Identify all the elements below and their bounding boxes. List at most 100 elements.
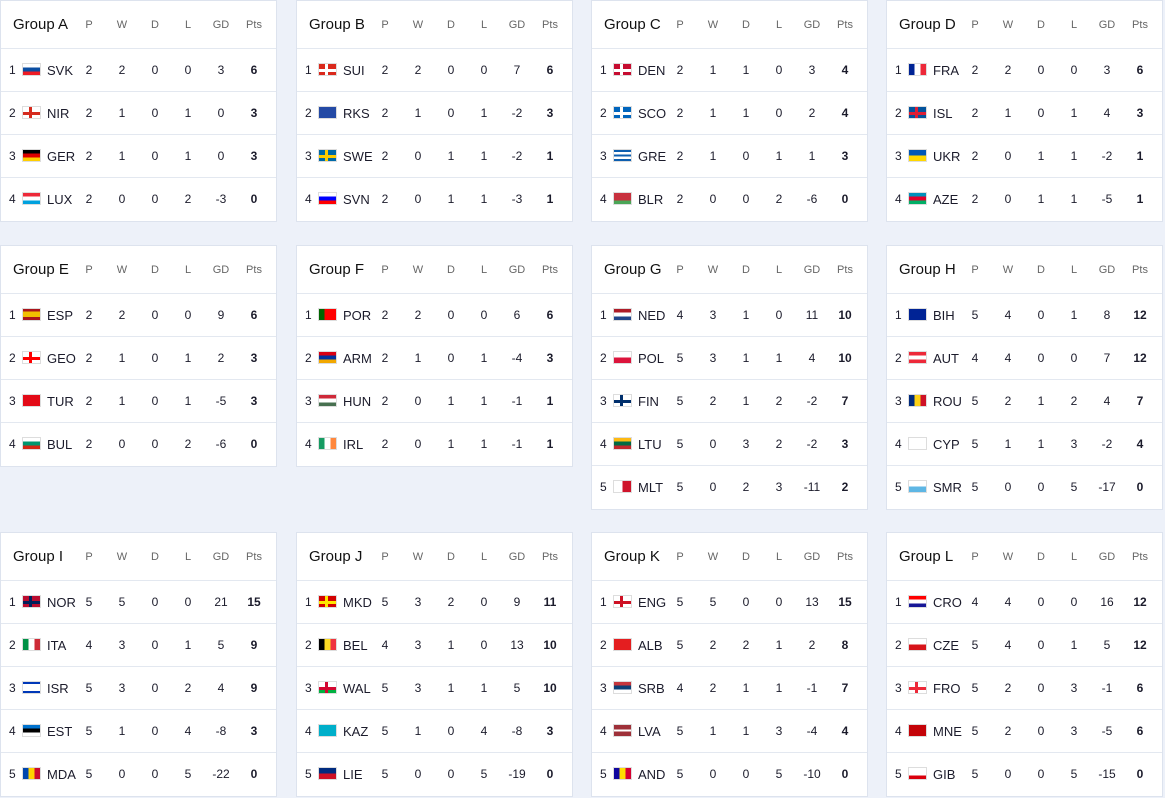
team-name[interactable]: ROU: [933, 394, 962, 409]
column-header[interactable]: P: [381, 263, 389, 276]
table-row[interactable]: 1 BIH 5 4 0 1 8 12: [887, 294, 1162, 337]
team-name[interactable]: RKS: [343, 106, 370, 121]
table-row[interactable]: 3 HUN 2 0 1 1 -1 1: [297, 380, 572, 423]
column-header[interactable]: D: [742, 18, 750, 31]
team-name[interactable]: POL: [638, 351, 665, 366]
team-name[interactable]: ESP: [47, 308, 74, 323]
team-name[interactable]: SWE: [343, 149, 373, 164]
table-row[interactable]: 4 EST 5 1 0 4 -8 3: [1, 710, 276, 753]
team-name[interactable]: ALB: [638, 638, 663, 653]
column-header[interactable]: W: [116, 550, 128, 563]
table-row[interactable]: 2 POL 5 3 1 1 4 10: [592, 337, 867, 380]
column-header[interactable]: P: [676, 263, 684, 276]
table-row[interactable]: 5 AND 5 0 0 5 -10 0: [592, 753, 867, 796]
column-header[interactable]: L: [775, 263, 783, 276]
table-row[interactable]: 3 GER 2 1 0 1 0 3: [1, 135, 276, 178]
column-header[interactable]: W: [116, 263, 128, 276]
team-name[interactable]: BUL: [47, 437, 73, 452]
team-name[interactable]: ISR: [47, 681, 69, 696]
column-header[interactable]: GD: [1098, 263, 1116, 276]
column-header[interactable]: P: [85, 263, 93, 276]
column-header[interactable]: L: [480, 550, 488, 563]
team-name[interactable]: GEO: [47, 351, 76, 366]
table-row[interactable]: 4 MNE 5 2 0 3 -5 6: [887, 710, 1162, 753]
team-name[interactable]: BLR: [638, 192, 664, 207]
team-name[interactable]: FRA: [933, 63, 959, 78]
column-header[interactable]: L: [775, 550, 783, 563]
table-row[interactable]: 3 ROU 5 2 1 2 4 7: [887, 380, 1162, 423]
column-header[interactable]: W: [412, 18, 424, 31]
column-header[interactable]: L: [1070, 18, 1078, 31]
table-row[interactable]: 2 NIR 2 1 0 1 0 3: [1, 92, 276, 135]
team-name[interactable]: NOR: [47, 595, 76, 610]
table-row[interactable]: 5 MLT 5 0 2 3 -11 2: [592, 466, 867, 509]
team-name[interactable]: ENG: [638, 595, 667, 610]
team-name[interactable]: WAL: [343, 681, 371, 696]
column-header[interactable]: D: [742, 263, 750, 276]
team-name[interactable]: CRO: [933, 595, 962, 610]
table-row[interactable]: 1 DEN 2 1 1 0 3 4: [592, 49, 867, 92]
team-name[interactable]: LVA: [638, 724, 661, 739]
column-header[interactable]: P: [971, 18, 979, 31]
table-row[interactable]: 5 SMR 5 0 0 5 -17 0: [887, 466, 1162, 509]
table-row[interactable]: 2 CZE 5 4 0 1 5 12: [887, 624, 1162, 667]
team-name[interactable]: LUX: [47, 192, 73, 207]
column-header[interactable]: Pts: [837, 263, 853, 276]
column-header[interactable]: W: [1002, 18, 1014, 31]
table-row[interactable]: 4 BLR 2 0 0 2 -6 0: [592, 178, 867, 221]
team-name[interactable]: SUI: [343, 63, 365, 78]
table-row[interactable]: 4 IRL 2 0 1 1 -1 1: [297, 423, 572, 466]
table-row[interactable]: 4 CYP 5 1 1 3 -2 4: [887, 423, 1162, 466]
team-name[interactable]: CYP: [933, 437, 960, 452]
team-name[interactable]: AZE: [933, 192, 959, 207]
column-header[interactable]: D: [1037, 550, 1045, 563]
team-name[interactable]: GRE: [638, 149, 667, 164]
column-header[interactable]: D: [742, 550, 750, 563]
table-row[interactable]: 2 ARM 2 1 0 1 -4 3: [297, 337, 572, 380]
column-header[interactable]: Pts: [542, 263, 558, 276]
table-row[interactable]: 1 MKD 5 3 2 0 9 11: [297, 581, 572, 624]
table-row[interactable]: 5 MDA 5 0 0 5 -22 0: [1, 753, 276, 796]
team-name[interactable]: SCO: [638, 106, 667, 121]
team-name[interactable]: UKR: [933, 149, 961, 164]
table-row[interactable]: 1 FRA 2 2 0 0 3 6: [887, 49, 1162, 92]
column-header[interactable]: W: [412, 263, 424, 276]
column-header[interactable]: Pts: [1132, 263, 1148, 276]
column-header[interactable]: W: [707, 550, 719, 563]
team-name[interactable]: FIN: [638, 394, 659, 409]
table-row[interactable]: 3 FIN 5 2 1 2 -2 7: [592, 380, 867, 423]
table-row[interactable]: 4 LVA 5 1 1 3 -4 4: [592, 710, 867, 753]
column-header[interactable]: L: [184, 18, 192, 31]
column-header[interactable]: P: [85, 550, 93, 563]
table-row[interactable]: 1 ENG 5 5 0 0 13 15: [592, 581, 867, 624]
team-name[interactable]: IRL: [343, 437, 364, 452]
team-name[interactable]: MNE: [933, 724, 962, 739]
column-header[interactable]: D: [1037, 18, 1045, 31]
column-header[interactable]: Pts: [246, 550, 262, 563]
team-name[interactable]: LIE: [343, 767, 363, 782]
column-header[interactable]: L: [480, 263, 488, 276]
team-name[interactable]: MDA: [47, 767, 76, 782]
table-row[interactable]: 2 RKS 2 1 0 1 -2 3: [297, 92, 572, 135]
column-header[interactable]: Pts: [542, 18, 558, 31]
column-header[interactable]: D: [151, 550, 159, 563]
column-header[interactable]: GD: [803, 263, 821, 276]
table-row[interactable]: 5 GIB 5 0 0 5 -15 0: [887, 753, 1162, 796]
column-header[interactable]: P: [85, 18, 93, 31]
column-header[interactable]: Pts: [837, 550, 853, 563]
team-name[interactable]: SRB: [638, 681, 665, 696]
team-name[interactable]: KAZ: [343, 724, 369, 739]
column-header[interactable]: Pts: [837, 18, 853, 31]
column-header[interactable]: GD: [508, 18, 526, 31]
team-name[interactable]: MLT: [638, 480, 664, 495]
team-name[interactable]: POR: [343, 308, 372, 323]
column-header[interactable]: P: [381, 18, 389, 31]
table-row[interactable]: 1 SUI 2 2 0 0 7 6: [297, 49, 572, 92]
team-name[interactable]: EST: [47, 724, 73, 739]
team-name[interactable]: MKD: [343, 595, 372, 610]
column-header[interactable]: W: [1002, 263, 1014, 276]
column-header[interactable]: D: [1037, 263, 1045, 276]
column-header[interactable]: Pts: [542, 550, 558, 563]
table-row[interactable]: 4 LUX 2 0 0 2 -3 0: [1, 178, 276, 221]
table-row[interactable]: 2 SCO 2 1 1 0 2 4: [592, 92, 867, 135]
